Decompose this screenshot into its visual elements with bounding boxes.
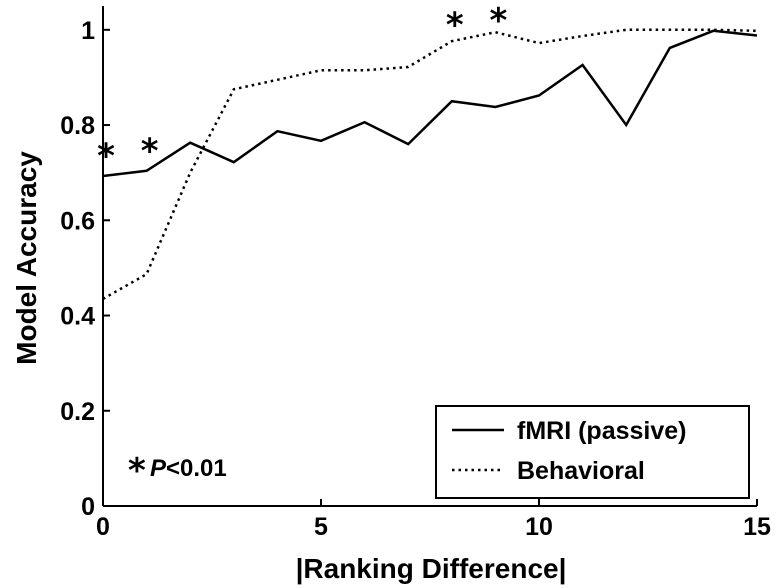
x-tick-label: 10 bbox=[525, 513, 553, 541]
legend-label-fmri: fMRI (passive) bbox=[517, 417, 686, 445]
significance-asterisk: * bbox=[490, 1, 508, 41]
series-layer bbox=[102, 28, 758, 300]
y-axis: 0 0.2 0.4 0.6 0.8 1 bbox=[60, 17, 110, 521]
y-tick-label: 1 bbox=[81, 17, 95, 45]
significance-label: P<0.01 bbox=[150, 455, 227, 482]
y-tick-label: 0.6 bbox=[60, 207, 95, 235]
x-tick-label: 5 bbox=[314, 513, 328, 541]
y-tick-label: 0.2 bbox=[60, 398, 95, 426]
significance-markers: * * * * bbox=[97, 1, 507, 177]
y-tick-label: 0.4 bbox=[60, 303, 95, 331]
significance-asterisk: * bbox=[97, 136, 115, 176]
significance-asterisk: * bbox=[141, 132, 159, 172]
plot-area bbox=[102, 6, 757, 507]
legend-label-behavioral: Behavioral bbox=[517, 457, 645, 485]
significance-legend: * P<0.01 bbox=[128, 451, 227, 491]
x-tick-label: 15 bbox=[743, 513, 771, 541]
legend: fMRI (passive) Behavioral bbox=[435, 405, 750, 499]
x-axis: 0 5 10 15 bbox=[96, 499, 771, 541]
series-line-behavioral bbox=[102, 28, 758, 300]
legend-box bbox=[435, 405, 750, 499]
y-tick-label: 0 bbox=[81, 493, 95, 521]
p-value: <0.01 bbox=[166, 455, 227, 482]
p-symbol: P bbox=[150, 455, 167, 482]
x-axis-label: |Ranking Difference| bbox=[296, 553, 567, 584]
x-tick-label: 0 bbox=[96, 513, 110, 541]
significance-asterisk: * bbox=[446, 6, 464, 46]
y-axis-label: Model Accuracy bbox=[11, 151, 42, 365]
y-tick-label: 0.8 bbox=[60, 112, 95, 140]
series-line-fmri bbox=[102, 29, 758, 178]
significance-star: * bbox=[128, 451, 146, 491]
